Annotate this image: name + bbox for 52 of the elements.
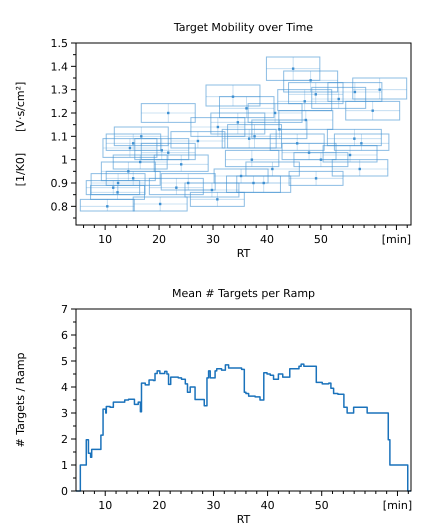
x-tick-label: 50 (314, 233, 328, 246)
x-tick-label: 20 (152, 499, 166, 512)
point (320, 158, 322, 161)
point (250, 158, 254, 161)
point (236, 121, 240, 124)
point (314, 177, 318, 180)
y-axis-title: [1/K0] [V·s/cm²] (14, 82, 27, 186)
point (132, 177, 134, 180)
chart-title: Mean # Targets per Ramp (172, 287, 316, 300)
point (292, 67, 294, 70)
y-tick-label: 5 (61, 355, 68, 368)
y-tick-label: 1.1 (50, 130, 68, 144)
x-tick-label: 30 (206, 233, 220, 246)
point (248, 137, 250, 140)
point (353, 137, 356, 140)
point (253, 135, 256, 138)
x-tick-label: 40 (260, 233, 274, 246)
y-tick-label: 1.5 (50, 37, 68, 50)
x-tick-label: 20 (152, 233, 166, 246)
point (132, 142, 134, 145)
y-tick-label: 0.8 (50, 200, 68, 214)
y-tick-label: 1.2 (50, 107, 68, 120)
y-tick-label: 1.3 (50, 84, 68, 97)
y-axis-title: # Targets / Ramp (14, 352, 27, 448)
point (175, 186, 178, 189)
point (309, 79, 312, 82)
y-tick-label: 0.9 (50, 177, 68, 190)
point (278, 128, 281, 131)
x-tick-label: 50 (314, 499, 329, 512)
x-axis-title: RT (236, 247, 251, 260)
x-tick-label: [min] (382, 499, 412, 512)
y-tick-label: 1.4 (50, 60, 68, 74)
x-tick-label: 40 (260, 499, 275, 512)
x-tick-label: [min] (382, 233, 412, 246)
y-tick-label: 1 (61, 459, 68, 472)
point (127, 170, 130, 173)
y-tick-label: 0 (61, 485, 68, 498)
y-tick-label: 3 (61, 407, 68, 420)
point (360, 142, 363, 145)
y-tick-label: 7 (61, 303, 68, 316)
chart-title: Target Mobility over Time (172, 21, 314, 34)
x-tick-label: 30 (206, 499, 220, 512)
x-tick-label: 10 (98, 233, 112, 246)
x-tick-label: 10 (98, 499, 112, 512)
y-tick-label: 2 (61, 433, 68, 446)
y-tick-label: 6 (61, 329, 68, 342)
point (216, 198, 219, 201)
point (180, 163, 182, 166)
x-axis-title: RT (236, 513, 251, 526)
y-tick-label: 1 (61, 154, 68, 167)
y-tick-label: 4 (61, 381, 68, 394)
point (296, 142, 298, 145)
